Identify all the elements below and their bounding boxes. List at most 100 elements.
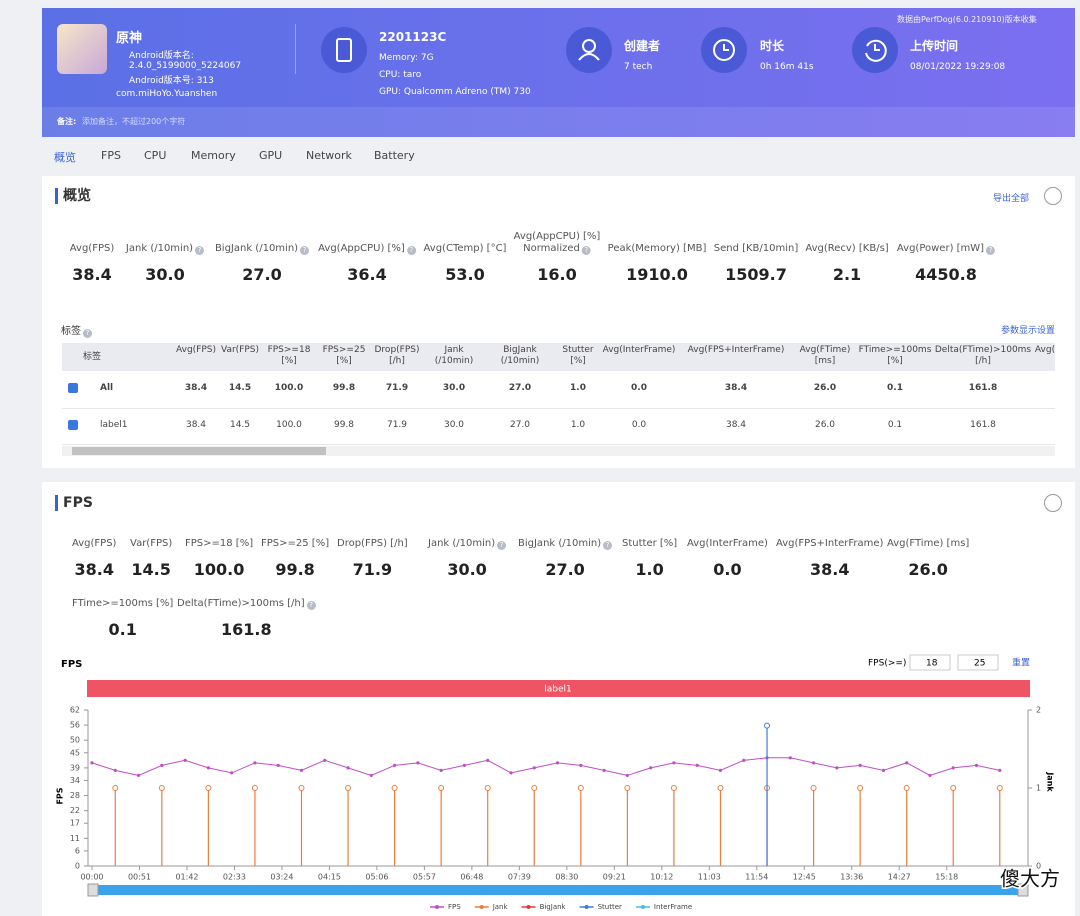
stat-value: 0.0 xyxy=(713,560,742,579)
column-header: Drop(FPS) [/h] xyxy=(374,345,420,366)
slider-handle[interactable] xyxy=(87,883,99,897)
stat-value: 36.4 xyxy=(347,265,387,284)
tab[interactable]: Memory xyxy=(191,149,236,162)
threshold-input[interactable] xyxy=(957,654,999,671)
stat-label-text: Avg(AppCPU) [%] Normalized xyxy=(513,231,601,254)
icon xyxy=(578,39,600,61)
cell: 71.9 xyxy=(386,420,408,430)
slider-handle[interactable] xyxy=(1017,883,1029,897)
fps-chart: FPS FPS(>=) 18 25 重置 label1 FPS Jank 傻大方… xyxy=(56,654,1062,911)
stat: Send [KB/10min] 1509.7 xyxy=(714,243,799,284)
section-title: FPS xyxy=(55,495,93,511)
stat: Avg(FTime) [ms] 26.0 xyxy=(887,538,969,579)
tab[interactable]: Battery xyxy=(374,149,415,162)
spike-dot xyxy=(484,785,491,791)
settings-link[interactable]: 参数显示设置 xyxy=(1001,326,1056,336)
threshold-value: 18 xyxy=(926,659,938,669)
tab[interactable]: FPS xyxy=(101,149,121,162)
divider xyxy=(295,24,296,74)
stat: Avg(InterFrame) 0.0 xyxy=(687,538,768,579)
stat-value: 0.1 xyxy=(108,620,137,639)
app-icon xyxy=(57,24,107,74)
y-tick-label: 6 xyxy=(75,846,80,855)
threshold-label: FPS(>=) xyxy=(868,659,906,669)
help-icon xyxy=(603,541,613,550)
spike-dot xyxy=(205,785,212,791)
stat-label-text: Var(FPS) xyxy=(130,538,173,549)
fps-point xyxy=(974,763,979,767)
stat: Delta(FTime)>100ms [/h] 161.8 xyxy=(177,598,316,639)
legend-swatch xyxy=(584,905,589,909)
stat-label-text: Peak(Memory) [MB] xyxy=(607,243,707,254)
column-header: Avg(FPS) xyxy=(175,345,217,355)
cell: 1.0 xyxy=(570,420,586,430)
fps-point xyxy=(439,768,443,772)
cell: 71.9 xyxy=(385,383,409,393)
fps-point xyxy=(90,761,94,765)
column-header: BigJank (/10min) xyxy=(500,345,540,366)
spike-dot xyxy=(996,785,1003,791)
y-tick-label: 62 xyxy=(70,706,80,715)
stat-label: Delta(FTime)>100ms [/h] xyxy=(177,598,316,610)
cell: 161.8 xyxy=(970,420,996,430)
spike-dot xyxy=(345,785,352,791)
stat-value: 26.0 xyxy=(908,560,948,579)
package-name: com.miHoYo.Yuanshen xyxy=(116,89,218,99)
stat-label-text: Avg(Power) [mW] xyxy=(896,243,985,254)
tab[interactable]: CPU xyxy=(144,149,167,162)
fps-point xyxy=(183,758,187,762)
checkbox[interactable] xyxy=(68,383,78,393)
tab[interactable]: 概览 xyxy=(54,151,76,164)
cell: 30.0 xyxy=(442,383,466,393)
column-header: 标签 xyxy=(82,352,102,362)
remark-label: 备注: xyxy=(57,117,77,126)
spike-dot xyxy=(857,785,864,791)
stat-label: Jank (/10min) xyxy=(126,243,205,255)
spike-dot xyxy=(764,722,771,729)
cell: 38.4 xyxy=(185,420,207,430)
x-tick-label: 00:00 xyxy=(80,873,103,882)
column-header: Avg( xyxy=(1034,345,1056,355)
stat-label: BigJank (/10min) xyxy=(518,538,613,550)
export-button[interactable]: 导出全部 xyxy=(993,194,1030,204)
tab[interactable]: Network xyxy=(306,149,352,162)
row-divider xyxy=(62,408,1055,409)
cell: label1 xyxy=(100,420,128,430)
checkbox[interactable] xyxy=(68,420,78,430)
collapse-button[interactable] xyxy=(1044,494,1062,512)
stat-value: 30.0 xyxy=(145,265,185,284)
fps-point xyxy=(998,768,1002,772)
stat-label: BigJank (/10min) xyxy=(215,243,310,255)
help-icon xyxy=(306,601,316,610)
reset-button[interactable]: 重置 xyxy=(1012,657,1030,669)
x-tick-label: 05:06 xyxy=(365,873,388,882)
stat-value: 1509.7 xyxy=(725,265,787,284)
row-divider xyxy=(62,444,1055,445)
stat-value: 1.0 xyxy=(635,560,664,579)
source-note: 数据由PerfDog(6.0.210910)版本收集 xyxy=(897,15,1037,24)
column-header: FPS>=18 [%] xyxy=(267,345,311,366)
fps-point xyxy=(881,768,886,772)
stat: FPS>=18 [%] 100.0 xyxy=(185,538,253,579)
fps-point xyxy=(253,761,257,765)
x-tick-label: 13:36 xyxy=(840,873,863,882)
column-header: Avg(FPS+InterFrame) xyxy=(687,345,785,355)
remark-input[interactable]: 添加备注，不超过200个字符 xyxy=(82,117,186,126)
stat: Avg(Recv) [KB/s] 2.1 xyxy=(805,243,888,284)
stat-label-text: FPS>=25 [%] xyxy=(261,538,330,549)
tab[interactable]: GPU xyxy=(259,149,283,162)
stat-label: Peak(Memory) [MB] xyxy=(608,243,707,255)
fps-point xyxy=(113,768,117,772)
cell: 1.0 xyxy=(570,383,586,393)
android-version-label: Android版本名: xyxy=(129,51,194,61)
collapse-button[interactable] xyxy=(1044,187,1062,205)
range-slider[interactable] xyxy=(92,885,1025,895)
help-icon xyxy=(195,246,205,255)
help-icon xyxy=(581,246,591,255)
scrollbar-thumb[interactable] xyxy=(72,447,326,455)
threshold-input[interactable] xyxy=(909,654,951,671)
watermark: 傻大方 xyxy=(1000,867,1060,891)
fps-point xyxy=(323,758,327,762)
stat-label-text: Stutter [%] xyxy=(622,538,678,549)
x-tick-label: 02:33 xyxy=(223,873,246,882)
